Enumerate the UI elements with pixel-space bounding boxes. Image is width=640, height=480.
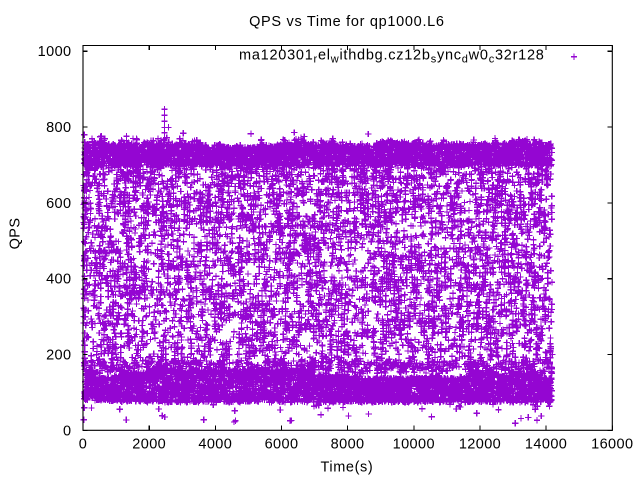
svg-text:0: 0 bbox=[79, 437, 87, 453]
svg-text:4000: 4000 bbox=[198, 437, 232, 453]
svg-text:8000: 8000 bbox=[331, 437, 365, 453]
svg-text:2000: 2000 bbox=[132, 437, 166, 453]
svg-text:1000: 1000 bbox=[38, 44, 72, 60]
svg-text:14000: 14000 bbox=[525, 437, 567, 453]
svg-text:Time(s): Time(s) bbox=[321, 460, 374, 476]
svg-text:400: 400 bbox=[46, 272, 71, 288]
svg-text:0: 0 bbox=[63, 423, 71, 439]
svg-text:800: 800 bbox=[46, 120, 71, 136]
svg-text:600: 600 bbox=[46, 196, 71, 212]
svg-text:ma120301relwithdbg.cz12bsyncdw: ma120301relwithdbg.cz12bsyncdw0c32r128 bbox=[239, 47, 545, 65]
svg-text:200: 200 bbox=[46, 348, 71, 364]
svg-text:QPS: QPS bbox=[8, 218, 24, 250]
svg-text:6000: 6000 bbox=[265, 437, 299, 453]
svg-text:QPS vs Time for qp1000.L6: QPS vs Time for qp1000.L6 bbox=[249, 14, 445, 30]
svg-text:16000: 16000 bbox=[591, 437, 633, 453]
svg-text:10000: 10000 bbox=[393, 437, 435, 453]
svg-text:12000: 12000 bbox=[459, 437, 501, 453]
